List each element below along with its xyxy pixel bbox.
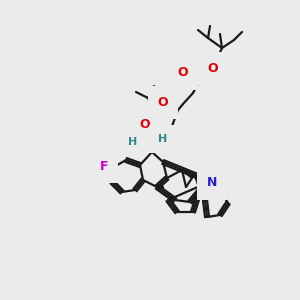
Text: H: H [128, 137, 138, 147]
Text: O: O [158, 95, 168, 109]
Text: O: O [140, 118, 150, 131]
Text: F: F [100, 160, 108, 172]
Text: N: N [207, 176, 217, 190]
Text: O: O [208, 61, 218, 74]
Text: O: O [178, 67, 188, 80]
Text: H: H [158, 134, 168, 144]
